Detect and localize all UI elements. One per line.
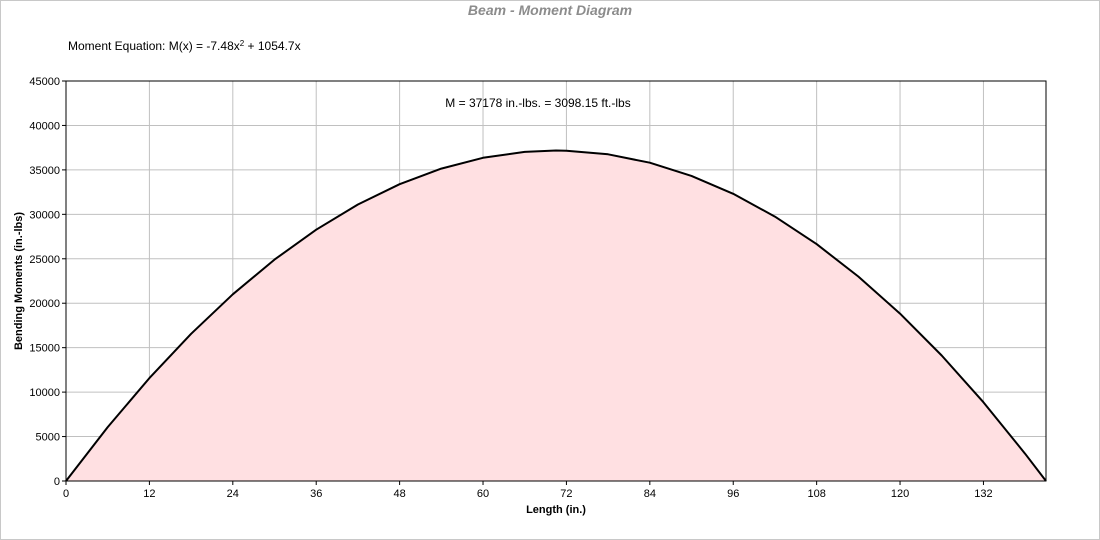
x-tick-label: 12 (143, 488, 155, 500)
x-tick-label: 96 (727, 488, 739, 500)
x-tick-label: 72 (560, 488, 572, 500)
x-tick-label: 84 (644, 488, 656, 500)
y-tick-label: 0 (54, 476, 60, 488)
x-ticks: 0 12 24 36 48 60 72 84 96 108 120 132 (63, 481, 993, 500)
max-moment-annotation: M = 37178 in.-lbs. = 3098.15 ft.-lbs (445, 96, 630, 110)
y-tick-label: 5000 (36, 432, 60, 444)
x-tick-label: 36 (310, 488, 322, 500)
moment-equation-prefix: Moment Equation: M(x) = -7.48x (68, 39, 240, 53)
y-ticks: 0 5000 10000 15000 20000 25000 30000 35000 40000… (29, 76, 66, 488)
y-tick-label: 30000 (29, 209, 60, 221)
moment-equation-suffix: + 1054.7x (244, 39, 301, 53)
y-axis-label: Bending Moments (in.-lbs) (13, 212, 25, 350)
x-tick-label: 48 (393, 488, 405, 500)
y-tick-label: 25000 (29, 254, 60, 266)
y-tick-label: 35000 (29, 165, 60, 177)
chart-title: Beam - Moment Diagram (467, 2, 633, 18)
moment-curve (65, 149, 1047, 482)
x-tick-label: 0 (63, 488, 69, 500)
x-tick-label: 132 (974, 488, 992, 500)
moment-equation-exponent: 2 (239, 39, 245, 48)
x-tick-label: 60 (477, 488, 489, 500)
plot-border (65, 80, 1047, 482)
y-tick-label: 10000 (29, 387, 60, 399)
y-tick-label: 45000 (29, 76, 60, 88)
y-tick-label: 40000 (29, 120, 60, 132)
moment-equation: Moment Equation: M(x) = -7.48x2 + 1054.7… (68, 39, 301, 53)
moment-area (66, 150, 1046, 481)
y-tick-label: 20000 (29, 298, 60, 310)
x-tick-label: 120 (891, 488, 909, 500)
x-tick-label: 108 (807, 488, 825, 500)
x-tick-label: 24 (227, 488, 239, 500)
x-axis-label: Length (in.) (526, 504, 586, 516)
y-tick-label: 15000 (29, 343, 60, 355)
